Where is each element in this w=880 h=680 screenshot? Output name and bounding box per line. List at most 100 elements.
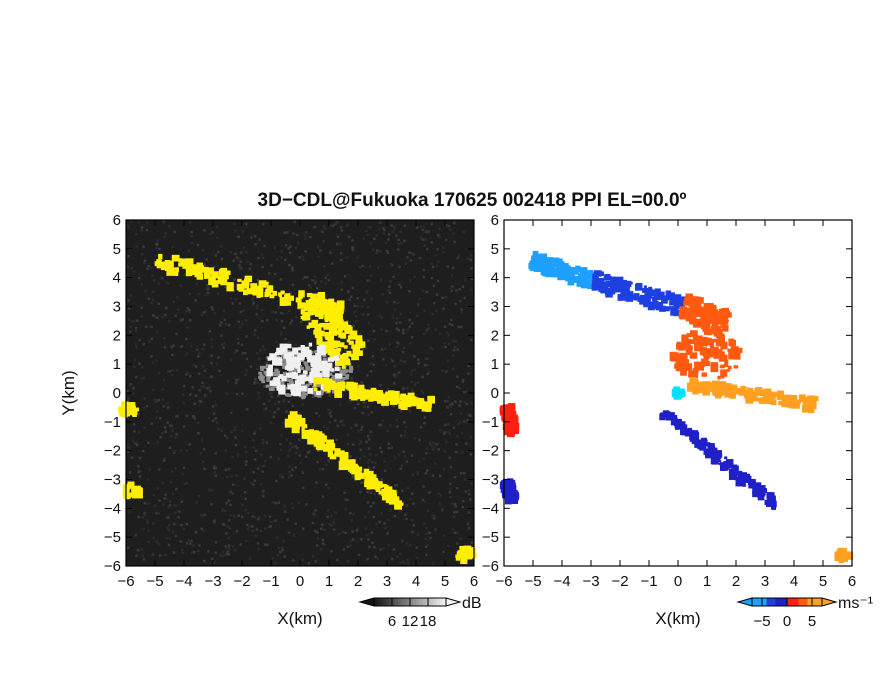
left-noise-pixel — [374, 453, 378, 457]
left-noise-pixel — [146, 521, 149, 525]
left-noise-pixel — [233, 351, 237, 354]
right-echo-pixel — [714, 347, 719, 352]
left-noise-pixel — [461, 431, 464, 435]
left-echo-pixel — [316, 390, 321, 395]
left-mid-pixel — [258, 375, 263, 379]
left-noise-pixel — [446, 406, 449, 409]
left-noise-pixel — [255, 313, 258, 316]
left-noise-pixel — [163, 346, 167, 349]
right-echo-pixel — [541, 268, 546, 274]
right-echo-pixel — [765, 396, 773, 405]
left-noise-pixel — [274, 561, 277, 565]
left-noise-pixel — [212, 412, 216, 415]
left-echo-pixel — [297, 353, 304, 360]
left-noise-pixel — [206, 283, 209, 287]
left-noise-pixel — [289, 441, 292, 445]
right-echo-pixel — [547, 257, 553, 265]
right-x-tick-label: 0 — [674, 573, 682, 590]
left-echo-region — [284, 411, 404, 510]
left-noise-pixel — [216, 225, 219, 229]
left-noise-pixel — [132, 387, 135, 390]
left-noise-pixel — [195, 282, 199, 286]
left-noise-pixel — [164, 430, 167, 433]
left-noise-pixel — [369, 452, 372, 456]
left-noise-pixel — [232, 545, 235, 548]
right-echo-pixel — [728, 468, 734, 474]
left-noise-pixel — [261, 319, 264, 323]
left-noise-pixel — [281, 475, 284, 479]
left-noise-pixel — [364, 515, 367, 519]
left-noise-pixel — [231, 455, 234, 459]
left-noise-pixel — [298, 438, 301, 441]
left-noise-pixel — [167, 506, 170, 509]
left-noise-pixel — [168, 320, 171, 323]
left-noise-pixel — [236, 452, 240, 456]
left-colorbar-segment — [434, 598, 438, 606]
left-noise-pixel — [135, 245, 138, 248]
left-mid-pixel — [341, 372, 346, 376]
left-noise-pixel — [156, 487, 159, 490]
left-noise-pixel — [336, 469, 340, 472]
left-noise-pixel — [349, 426, 353, 430]
left-echo-pixel — [135, 488, 143, 499]
right-echo-pixel — [707, 303, 713, 310]
left-noise-pixel — [291, 404, 294, 408]
left-noise-pixel — [345, 498, 349, 502]
right-echo-pixel — [725, 385, 731, 392]
left-noise-pixel — [435, 264, 439, 268]
left-x-tick-label: −2 — [233, 573, 250, 590]
left-noise-pixel — [383, 347, 387, 351]
right-echo-pixel — [591, 284, 595, 289]
left-noise-pixel — [253, 234, 257, 238]
left-mid-pixel — [260, 375, 265, 379]
left-noise-pixel — [359, 448, 362, 452]
right-colorbar-low-arrow — [736, 597, 753, 607]
left-noise-pixel — [445, 370, 448, 373]
left-noise-pixel — [146, 221, 149, 224]
left-noise-pixel — [360, 481, 363, 484]
left-colorbar-segment — [413, 598, 417, 606]
left-noise-pixel — [411, 518, 414, 522]
left-noise-pixel — [151, 298, 155, 302]
left-echo-pixel — [299, 374, 307, 381]
left-noise-pixel — [304, 231, 308, 234]
left-noise-pixel — [221, 343, 224, 346]
left-noise-pixel — [261, 265, 264, 269]
left-noise-pixel — [184, 309, 188, 313]
left-noise-pixel — [450, 323, 454, 327]
figure-title: 3D−CDL@Fukuoka 170625 002418 PPI EL=00.0… — [258, 190, 687, 211]
left-noise-pixel — [343, 349, 347, 352]
left-noise-pixel — [322, 315, 326, 319]
left-echo-pixel — [461, 553, 469, 559]
right-echo-pixel — [685, 348, 693, 355]
left-noise-pixel — [274, 501, 278, 505]
left-noise-pixel — [406, 486, 409, 490]
left-noise-pixel — [321, 538, 325, 542]
left-noise-pixel — [372, 515, 376, 519]
left-noise-pixel — [127, 225, 131, 229]
left-noise-pixel — [198, 352, 201, 355]
left-noise-pixel — [362, 401, 366, 404]
left-noise-pixel — [406, 561, 410, 565]
left-noise-pixel — [405, 460, 409, 463]
left-noise-pixel — [316, 449, 320, 452]
left-echo-pixel — [310, 367, 319, 374]
left-colorbar-segment — [380, 598, 384, 606]
left-echo-pixel — [311, 319, 319, 327]
left-echo-pixel — [324, 331, 331, 339]
left-noise-pixel — [315, 286, 319, 290]
left-echo-pixel — [269, 353, 277, 361]
left-noise-pixel — [351, 248, 355, 251]
left-echo-pixel — [276, 385, 283, 391]
left-noise-pixel — [395, 418, 398, 422]
right-echo-pixel — [718, 460, 722, 463]
right-echo-pixel — [557, 272, 564, 281]
left-noise-pixel — [292, 559, 296, 562]
left-noise-pixel — [256, 278, 259, 282]
right-echo-pixel — [696, 338, 703, 344]
left-noise-pixel — [190, 241, 194, 245]
right-echo-pixel — [712, 451, 721, 462]
left-noise-pixel — [382, 357, 385, 361]
left-noise-pixel — [304, 237, 308, 241]
left-colorbar-segment — [428, 598, 432, 606]
